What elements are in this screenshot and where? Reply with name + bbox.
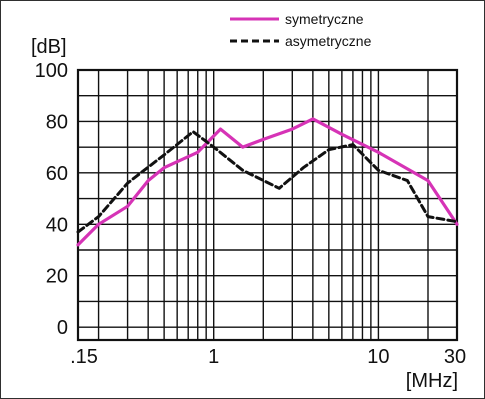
y-axis-unit-label: [dB]	[31, 36, 67, 58]
asymetryczne-data-point	[378, 169, 380, 171]
legend-asymetryczne-label: asymetryczne	[285, 33, 372, 49]
symetryczne-data-point	[127, 205, 129, 207]
asymetryczne-series-line	[76, 130, 459, 234]
series-layer	[76, 117, 459, 247]
asymetryczne-data-point	[77, 231, 79, 233]
symetryczne-data-point	[341, 133, 343, 135]
labels: 0 20 40 60 80 100 .15 1 10 30 [dB] [MHz]	[31, 36, 466, 392]
symetryczne-data-point	[312, 118, 314, 120]
asymetryczne-data-point	[278, 187, 280, 189]
symetryczne-data-point	[197, 151, 199, 153]
asymetryczne-data-point	[192, 131, 194, 133]
asymetryczne-data-point	[407, 180, 409, 182]
asymetryczne-data-point	[127, 182, 129, 184]
symetryczne-data-point	[163, 167, 165, 169]
y-tick-label: 80	[46, 111, 68, 133]
y-tick-label: 60	[46, 163, 68, 185]
plot-area	[77, 69, 458, 341]
symetryczne-data-point	[378, 151, 380, 153]
y-tick-label: 20	[46, 266, 68, 288]
legend-symetryczne-label: symetryczne	[285, 11, 364, 27]
asymetryczne-data-point	[427, 216, 429, 218]
symetryczne-data-point	[220, 128, 222, 130]
plot-border	[76, 68, 459, 342]
asymetryczne-data-point	[328, 149, 330, 151]
symetryczne-data-point	[427, 180, 429, 182]
symetryczne-data-point	[262, 139, 264, 141]
symetryczne-data-point	[456, 223, 458, 225]
asymetryczne-data-point	[303, 167, 305, 169]
x-axis-unit-label: [MHz]	[406, 370, 458, 392]
asymetryczne-data-point	[163, 154, 165, 156]
x-tick-label: 1	[208, 346, 219, 368]
asymetryczne-data-point	[242, 169, 244, 171]
y-tick-label: 40	[46, 214, 68, 236]
y-tick-label: 100	[35, 60, 68, 82]
x-tick-label: 30	[444, 346, 466, 368]
asymetryczne-data-point	[213, 146, 215, 148]
symetryczne-data-point	[291, 128, 293, 130]
symetryczne-data-point	[242, 146, 244, 148]
legend: symetryczne asymetryczne	[230, 11, 372, 49]
symetryczne-data-point	[147, 180, 149, 182]
asymetryczne-data-point	[456, 221, 458, 223]
symetryczne-data-point	[77, 244, 79, 246]
x-tick-label: 10	[367, 346, 389, 368]
symetryczne-series-line	[76, 117, 459, 247]
x-tick-label: .15	[70, 346, 98, 368]
symetryczne-data-point	[98, 223, 100, 225]
asymetryczne-data-point	[352, 144, 354, 146]
y-tick-label: 0	[57, 317, 68, 339]
grid	[76, 68, 459, 342]
asymetryczne-data-point	[98, 216, 100, 218]
